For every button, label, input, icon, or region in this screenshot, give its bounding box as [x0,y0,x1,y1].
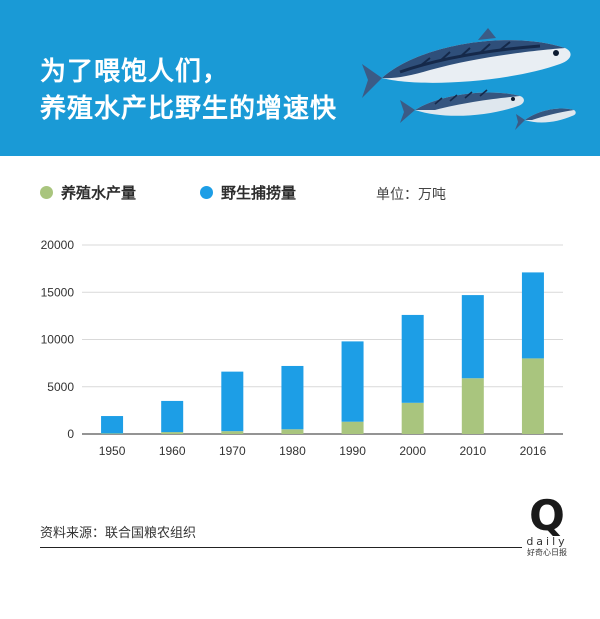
fish-medium-icon [400,89,524,123]
bar-aquaculture [221,431,244,434]
brand-subtitle: 好奇心日报 [527,548,567,557]
page-title: 为了喂饱人们， 养殖水产比野生的增速快 [40,54,337,128]
x-tick-label: 1990 [339,444,366,458]
chart-legend: 养殖水产量 野生捕捞量 [0,182,600,208]
y-tick-label: 15000 [41,285,75,299]
bar-wild [101,416,124,434]
bar-aquaculture [401,402,424,434]
x-tick-label: 1950 [99,444,126,458]
x-tick-label: 1960 [159,444,186,458]
x-tick-label: 2010 [459,444,486,458]
y-tick-label: 5000 [47,380,74,394]
fish-large-icon [362,28,571,98]
bar-aquaculture [461,378,484,434]
header-banner [0,0,600,156]
unit-label: 单位：万吨 [376,187,446,203]
bar-aquaculture [521,358,544,434]
bar-wild [521,272,544,359]
bar-wild [401,314,424,403]
brand-q-letter: Q [529,491,565,540]
title-line-2: 养殖水产比野生的增速快 [40,94,338,124]
x-tick-label: 1970 [219,444,246,458]
bar-aquaculture [341,421,364,434]
bar-wild [461,295,484,379]
legend-label-wild: 野生捕捞量 [221,184,297,202]
bar-wild [281,365,304,430]
source-note: 资料来源：联合国粮农组织 [40,526,197,541]
legend-item-aquaculture: 养殖水产量 [40,182,136,203]
brand-logo: Q daily 好奇心日报 [522,491,572,558]
legend-item-wild: 野生捕捞量 [200,182,296,203]
fish-illustration [362,28,576,130]
bar-aquaculture [101,433,124,434]
bar-aquaculture [281,429,304,434]
bar-wild [341,341,364,422]
y-tick-label: 10000 [41,333,75,347]
x-tick-label: 2000 [399,444,426,458]
bar-wild [221,371,244,432]
brand-daily-text: daily [526,535,568,548]
x-tick-label: 1980 [279,444,306,458]
legend-swatch-aquaculture [40,186,53,199]
y-tick-label: 20000 [41,238,75,252]
bar-aquaculture [161,432,184,434]
legend-label-aquaculture: 养殖水产量 [61,184,137,202]
title-line-1: 为了喂饱人们， [40,57,230,87]
y-tick-label: 0 [67,427,74,441]
source-divider [40,547,522,548]
x-tick-label: 2016 [520,444,547,458]
bar-wild [161,400,184,433]
legend-swatch-wild [200,186,213,199]
fish-small-icon [515,108,576,130]
